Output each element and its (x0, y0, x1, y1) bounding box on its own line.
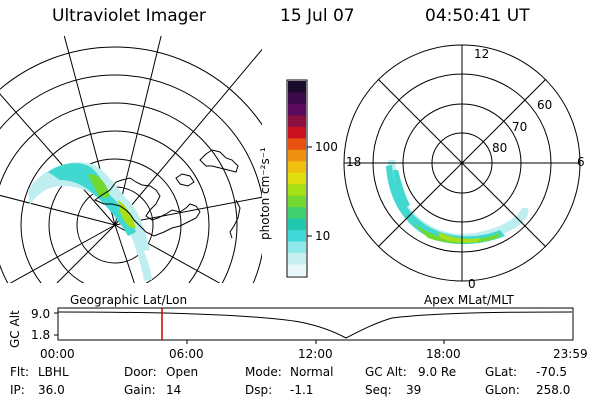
colorbar-cell (288, 172, 306, 185)
colorbar-cell (288, 149, 306, 162)
xtick-0600: 06:00 (169, 347, 204, 361)
xtick-1200: 12:00 (298, 347, 333, 361)
xtick-1800: 18:00 (426, 347, 461, 361)
mlt-label-18: 18 (346, 155, 362, 169)
glon-label: GLon: (485, 383, 520, 397)
colorbar-cell (288, 207, 306, 220)
mlat-label-80: 80 (492, 141, 508, 155)
colorbar-cell (288, 92, 306, 105)
altitude-plot (54, 307, 574, 344)
mode-value: Normal (290, 365, 334, 379)
colorbar-cell (288, 264, 306, 277)
colorbar-cell (288, 218, 306, 231)
gain-label: Gain: (124, 383, 156, 397)
geo-aurora (28, 162, 152, 281)
colorbar-tick-10: 10 (315, 229, 331, 243)
colorbar-cell (288, 253, 306, 266)
altitude-ytick-9: 9.0 (31, 307, 51, 321)
date-label: 15 Jul 07 (280, 6, 355, 26)
altitude-ytick-1-8: 1.8 (31, 328, 51, 342)
ip-label: IP: (10, 383, 25, 397)
glat-label: GLat: (485, 365, 518, 379)
door-label: Door: (124, 365, 157, 379)
mlat-label-70: 70 (512, 120, 528, 134)
time-label: 04:50:41 UT (425, 6, 530, 26)
flt-value: LBHL (38, 365, 69, 379)
gcalt-value: 9.0 Re (418, 365, 457, 379)
dsp-value: -1.1 (290, 383, 314, 397)
door-value: Open (166, 365, 199, 379)
gcalt-label: GC Alt: (365, 365, 407, 379)
colorbar-cell (288, 126, 306, 139)
gain-value: 14 (166, 383, 182, 397)
mlt-label-0: 0 (468, 277, 476, 291)
altitude-curve (57, 311, 573, 339)
geographic-caption: Geographic Lat/Lon (70, 293, 188, 307)
geographic-map (0, 36, 262, 283)
colorbar-cell (288, 81, 306, 94)
instrument-title: Ultraviolet Imager (52, 6, 206, 26)
xtick-0000: 00:00 (40, 347, 75, 361)
dsp-label: Dsp: (245, 383, 273, 397)
flt-label: Flt: (10, 365, 29, 379)
polar-aurora (386, 160, 529, 245)
colorbar-cell (288, 195, 306, 208)
colorbar-tick-100: 100 (315, 140, 338, 154)
glat-value: -70.5 (536, 365, 568, 379)
colorbar-frame (286, 79, 308, 278)
mlt-label-6: 6 (577, 155, 585, 169)
xtick-2359: 23:59 (553, 347, 588, 361)
colorbar-cell (288, 161, 306, 174)
mlat-label-60: 60 (537, 98, 553, 112)
ip-value: 36.0 (38, 383, 65, 397)
seq-label: Seq: (365, 383, 392, 397)
altitude-ylabel: GC Alt (8, 310, 22, 348)
seq-value: 39 (406, 383, 422, 397)
polar-plot (343, 44, 581, 282)
apex-caption: Apex MLat/MLT (424, 293, 514, 307)
colorbar-unit-label: photon cm⁻²s⁻¹ (258, 147, 272, 240)
colorbar-gradient (288, 81, 306, 277)
colorbar-cell (288, 241, 306, 254)
colorbar-cell (288, 230, 306, 243)
mode-label: Mode: (245, 365, 282, 379)
colorbar-cell (288, 138, 306, 151)
glon-value: 258.0 (536, 383, 571, 397)
colorbar-cell (288, 184, 306, 197)
mlt-label-12: 12 (474, 47, 490, 61)
colorbar-cell (288, 115, 306, 128)
colorbar-cell (288, 103, 306, 117)
colorbar (286, 79, 312, 278)
